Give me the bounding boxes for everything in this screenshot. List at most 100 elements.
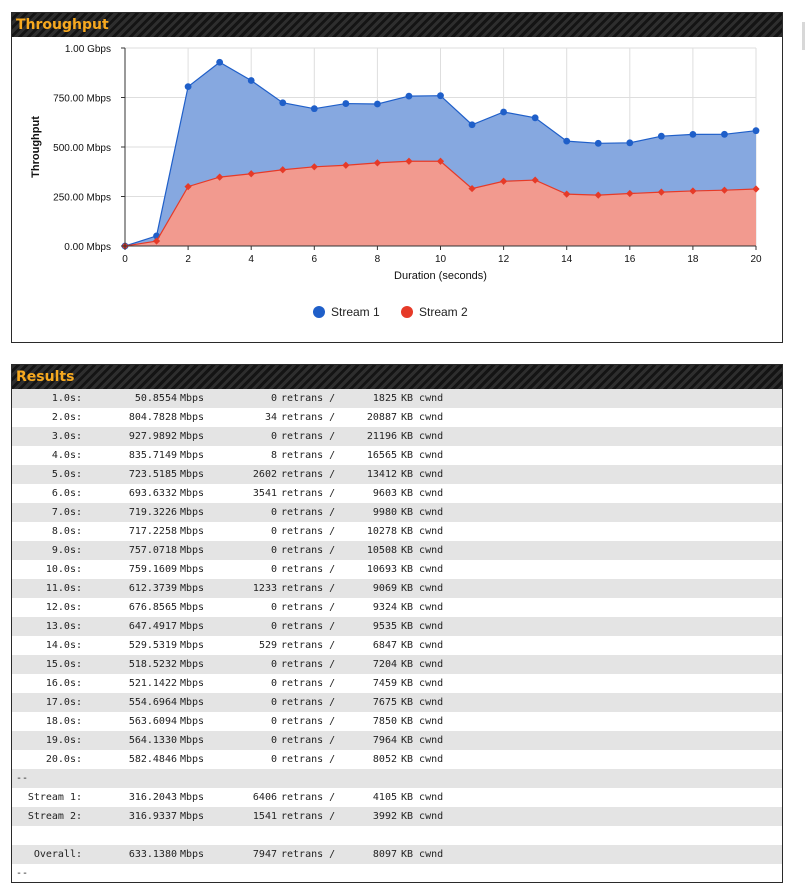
stream-label: Stream 2: [27, 811, 82, 822]
retrans-count: 8 [270, 450, 277, 461]
retrans-count: 0 [270, 735, 277, 746]
data-point [247, 77, 255, 84]
table-row: 15.0s: 518.5232 Mbps 0 retrans / 7204 KB cwnd [12, 655, 782, 674]
table-row: 5.0s: 723.5185 Mbps 2602 retrans / 13412 KB cw… [12, 465, 782, 484]
rate-value: 518.5232 [128, 659, 177, 670]
interval-time: 10.0s: [45, 564, 82, 575]
retrans-count: 0 [270, 602, 277, 613]
table-row: 3.0s: 927.9892 Mbps 0 retrans / 21196 KB cwnd [12, 427, 782, 446]
retrans-count: 3541 [252, 488, 277, 499]
retrans-count: 0 [270, 697, 277, 708]
cwnd-value: 16565 [366, 450, 397, 461]
cwnd-value: 7675 [372, 697, 397, 708]
rate-value: 529.5319 [128, 640, 177, 651]
data-point [531, 114, 539, 122]
retrans-label: retrans / [281, 507, 336, 518]
data-point [468, 121, 476, 129]
rate-unit: Mbps [180, 792, 205, 803]
x-axis-label: Duration (seconds) [394, 270, 487, 282]
data-point [374, 100, 381, 108]
rate-unit: Mbps [180, 469, 205, 480]
retrans-label: retrans / [281, 735, 336, 746]
retrans-count: 0 [270, 678, 277, 689]
data-point [752, 185, 760, 193]
retrans-label: retrans / [281, 564, 336, 575]
cwnd-unit: KB cwnd [401, 735, 444, 746]
data-point [279, 99, 287, 107]
retrans-label: retrans / [281, 678, 336, 689]
retrans-count: 0 [270, 621, 277, 632]
retrans-count: 6406 [252, 792, 277, 803]
table-row: 8.0s: 717.2258 Mbps 0 retrans / 10278 KB cwnd [12, 522, 782, 541]
interval-time: 12.0s: [45, 602, 82, 613]
table-row: -- [12, 769, 782, 788]
retrans-label: retrans / [281, 488, 336, 499]
cwnd-unit: KB cwnd [401, 412, 444, 423]
x-tick-label: 18 [687, 254, 699, 265]
data-point [310, 163, 318, 171]
table-row: 2.0s: 804.7828 Mbps 34 retrans / 20887 KB cwnd [12, 408, 782, 427]
rate-value: 804.7828 [128, 412, 177, 423]
legend-label-2: Stream 2 [419, 305, 468, 319]
retrans-count: 0 [270, 564, 277, 575]
cwnd-unit: KB cwnd [401, 659, 444, 670]
interval-time: 20.0s: [45, 754, 82, 765]
table-row: 10.0s: 759.1609 Mbps 0 retrans / 10693 KB cwnd [12, 560, 782, 579]
rate-unit: Mbps [180, 545, 205, 556]
cwnd-value: 21196 [366, 431, 397, 442]
data-point [626, 139, 634, 147]
overall-label: Overall: [33, 849, 82, 860]
table-row: -- [12, 864, 782, 883]
data-point [657, 188, 665, 196]
cwnd-value: 6847 [372, 640, 397, 651]
cwnd-value: 9324 [372, 602, 397, 613]
cwnd-value: 13412 [366, 469, 397, 480]
rate-unit: Mbps [180, 393, 205, 404]
rate-unit: Mbps [180, 412, 205, 423]
retrans-count: 0 [270, 754, 277, 765]
x-tick-label: 2 [185, 254, 191, 265]
cwnd-unit: KB cwnd [401, 621, 444, 632]
rate-value: 316.2043 [128, 792, 177, 803]
interval-time: 14.0s: [45, 640, 82, 651]
rate-unit: Mbps [180, 526, 205, 537]
data-point [216, 173, 224, 181]
interval-time: 7.0s: [51, 507, 82, 518]
interval-time: 2.0s: [51, 412, 82, 423]
stream-label: Stream 1: [27, 792, 82, 803]
cwnd-value: 9603 [372, 488, 397, 499]
rate-value: 723.5185 [128, 469, 177, 480]
retrans-label: retrans / [281, 545, 336, 556]
cwnd-value: 7204 [372, 659, 397, 670]
retrans-label: retrans / [281, 412, 336, 423]
data-point [405, 92, 413, 100]
cwnd-unit: KB cwnd [401, 507, 444, 518]
retrans-count: 0 [270, 393, 277, 404]
retrans-count: 1233 [252, 583, 277, 594]
x-tick-label: 4 [248, 254, 254, 265]
retrans-label: retrans / [281, 697, 336, 708]
cwnd-unit: KB cwnd [401, 754, 444, 765]
cwnd-unit: KB cwnd [401, 526, 444, 537]
data-point [689, 131, 697, 138]
retrans-label: retrans / [281, 431, 336, 442]
rate-unit: Mbps [180, 640, 205, 651]
cwnd-unit: KB cwnd [401, 716, 444, 727]
data-point [531, 176, 539, 184]
rate-unit: Mbps [180, 583, 205, 594]
cwnd-value: 4105 [372, 792, 397, 803]
cwnd-value: 3992 [372, 811, 397, 822]
rate-value: 316.9337 [128, 811, 177, 822]
cwnd-unit: KB cwnd [401, 545, 444, 556]
rate-value: 757.0718 [128, 545, 177, 556]
cwnd-value: 1825 [372, 393, 397, 404]
interval-time: 5.0s: [51, 469, 82, 480]
separator: -- [16, 773, 29, 784]
cwnd-unit: KB cwnd [401, 488, 444, 499]
retrans-label: retrans / [281, 792, 336, 803]
throughput-panel-title: Throughput [12, 13, 782, 37]
cwnd-unit: KB cwnd [401, 849, 444, 860]
retrans-label: retrans / [281, 621, 336, 632]
throughput-panel: Throughput 0.00 Mbps 250.00 Mbps 500.00 Mb… [11, 12, 783, 343]
rate-value: 582.4846 [128, 754, 177, 765]
